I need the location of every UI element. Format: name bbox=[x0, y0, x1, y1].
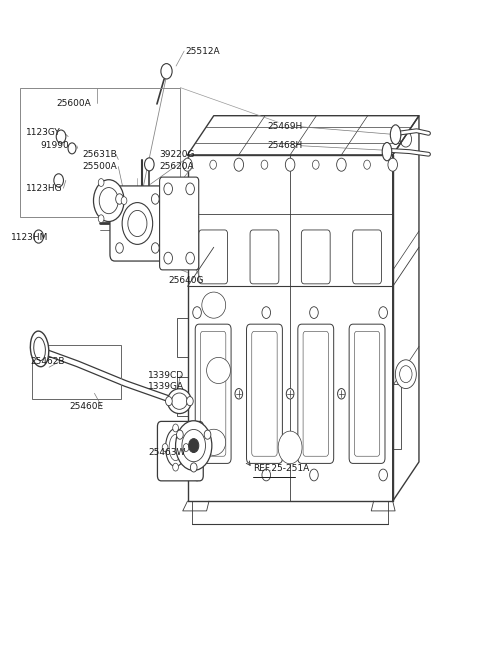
Text: 1123GY: 1123GY bbox=[26, 127, 61, 136]
Text: 25500A: 25500A bbox=[83, 162, 117, 171]
Circle shape bbox=[191, 463, 197, 472]
Circle shape bbox=[144, 158, 154, 171]
Circle shape bbox=[177, 430, 183, 440]
Circle shape bbox=[204, 430, 211, 440]
Text: 1123HG: 1123HG bbox=[26, 184, 63, 193]
Ellipse shape bbox=[202, 292, 226, 318]
Circle shape bbox=[68, 143, 76, 154]
Circle shape bbox=[396, 359, 416, 388]
Circle shape bbox=[189, 439, 199, 453]
Circle shape bbox=[193, 307, 201, 318]
Circle shape bbox=[262, 307, 271, 318]
Text: 25462B: 25462B bbox=[30, 358, 64, 367]
Bar bbox=[177, 436, 188, 475]
Circle shape bbox=[312, 160, 319, 169]
Circle shape bbox=[278, 431, 302, 464]
Circle shape bbox=[183, 158, 192, 171]
Circle shape bbox=[210, 160, 216, 169]
Ellipse shape bbox=[168, 389, 192, 413]
Circle shape bbox=[187, 397, 193, 405]
Text: 25468H: 25468H bbox=[268, 141, 303, 150]
Circle shape bbox=[388, 158, 397, 171]
Circle shape bbox=[310, 307, 318, 318]
Ellipse shape bbox=[206, 358, 230, 384]
Circle shape bbox=[173, 463, 179, 471]
Circle shape bbox=[173, 424, 179, 432]
Circle shape bbox=[164, 252, 172, 264]
Ellipse shape bbox=[166, 428, 186, 466]
Circle shape bbox=[54, 174, 63, 187]
Circle shape bbox=[94, 180, 124, 222]
Circle shape bbox=[116, 243, 123, 253]
FancyBboxPatch shape bbox=[159, 177, 199, 270]
Text: REF.25-251A: REF.25-251A bbox=[253, 464, 310, 473]
Text: 25640G: 25640G bbox=[168, 276, 204, 285]
Circle shape bbox=[285, 158, 295, 171]
Bar bbox=[33, 345, 120, 399]
Text: 25600A: 25600A bbox=[56, 99, 91, 108]
Circle shape bbox=[364, 160, 371, 169]
Circle shape bbox=[337, 388, 345, 399]
Circle shape bbox=[183, 443, 189, 451]
Circle shape bbox=[262, 469, 271, 481]
Ellipse shape bbox=[30, 331, 49, 367]
Bar bbox=[393, 384, 401, 449]
Circle shape bbox=[166, 397, 172, 405]
Circle shape bbox=[164, 183, 172, 195]
Circle shape bbox=[336, 158, 346, 171]
Circle shape bbox=[34, 230, 43, 243]
Ellipse shape bbox=[382, 142, 392, 161]
Circle shape bbox=[98, 178, 104, 186]
Circle shape bbox=[122, 203, 153, 245]
Text: 25620A: 25620A bbox=[159, 162, 193, 171]
Text: 1339GA: 1339GA bbox=[148, 382, 184, 391]
Circle shape bbox=[186, 252, 194, 264]
FancyBboxPatch shape bbox=[110, 186, 165, 261]
Circle shape bbox=[98, 215, 104, 222]
Text: 25469H: 25469H bbox=[268, 122, 303, 131]
Ellipse shape bbox=[390, 125, 401, 144]
Text: 39220G: 39220G bbox=[159, 150, 194, 159]
Circle shape bbox=[234, 158, 243, 171]
Text: 25631B: 25631B bbox=[83, 150, 117, 159]
Circle shape bbox=[186, 183, 194, 195]
Bar bbox=[177, 318, 188, 358]
Bar bbox=[20, 88, 180, 217]
Circle shape bbox=[116, 194, 123, 204]
Circle shape bbox=[379, 307, 387, 318]
FancyBboxPatch shape bbox=[157, 421, 203, 481]
Bar bbox=[177, 377, 188, 416]
Circle shape bbox=[235, 388, 242, 399]
Circle shape bbox=[161, 64, 172, 79]
Circle shape bbox=[310, 469, 318, 481]
Circle shape bbox=[56, 130, 66, 143]
Circle shape bbox=[379, 469, 387, 481]
Text: 25463W: 25463W bbox=[148, 447, 185, 457]
Text: 1123HM: 1123HM bbox=[11, 234, 48, 242]
Text: 25460E: 25460E bbox=[69, 402, 103, 411]
Text: 1339CD: 1339CD bbox=[148, 371, 184, 380]
Circle shape bbox=[152, 194, 159, 204]
Circle shape bbox=[286, 388, 294, 399]
Circle shape bbox=[162, 443, 168, 451]
Circle shape bbox=[121, 197, 127, 205]
Text: 25512A: 25512A bbox=[185, 47, 220, 56]
Circle shape bbox=[176, 420, 212, 470]
Circle shape bbox=[261, 160, 268, 169]
Text: 91990: 91990 bbox=[40, 141, 69, 150]
Circle shape bbox=[152, 243, 159, 253]
Ellipse shape bbox=[202, 429, 226, 455]
Circle shape bbox=[193, 469, 201, 481]
